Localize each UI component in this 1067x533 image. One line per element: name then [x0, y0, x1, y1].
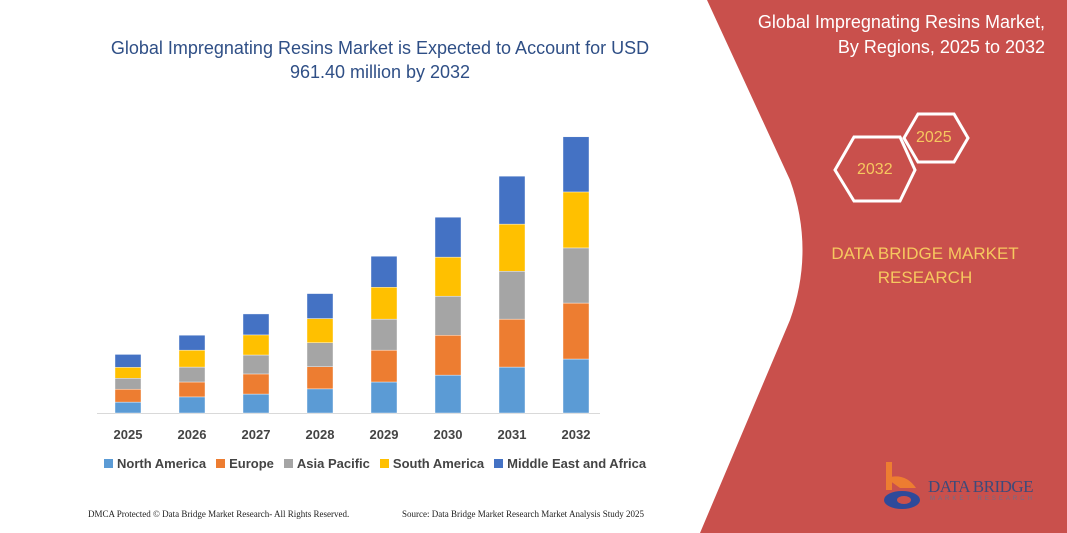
legend-item: South America — [379, 456, 485, 471]
bar-2032-middle-east-and-africa — [562, 136, 590, 193]
hex-2025 — [902, 112, 970, 164]
logo-subtext: MARKET RESEARCH — [930, 496, 1035, 502]
stacked-bar-chart: 2025 2026 2027 2028 2029 2030 2031 2032 — [97, 136, 600, 442]
bar-2026-south-america — [178, 349, 206, 368]
legend-swatch — [216, 459, 226, 468]
bar-2025-middle-east-and-africa — [114, 354, 142, 368]
logo-text: DATA BRIDGE — [928, 477, 1034, 496]
bar-2028-south-america — [306, 318, 334, 343]
x-tick-label: 2028 — [306, 427, 335, 442]
legend-item: North America — [104, 456, 206, 471]
bar-2032-europe — [562, 302, 590, 360]
bar-2030-north-america — [434, 374, 462, 414]
bar-2028-asia-pacific — [306, 342, 334, 367]
bar-2026-europe — [178, 381, 206, 398]
bar-2028-europe — [306, 366, 334, 390]
bar-2031-north-america — [498, 366, 526, 414]
brand-line2: RESEARCH — [877, 268, 973, 287]
hex-label-2032: 2032 — [857, 161, 893, 178]
legend-label: North America — [117, 456, 207, 471]
bar-2030-europe — [434, 335, 462, 376]
hex-label-2025: 2025 — [916, 129, 952, 146]
legend-item: Europe — [216, 456, 274, 471]
x-tick-label: 2031 — [498, 427, 527, 442]
bar-2029-north-america — [370, 381, 398, 414]
legend-label: South America — [392, 456, 485, 471]
bar-2031-south-america — [498, 223, 526, 272]
legend-swatch — [379, 459, 389, 468]
bar-2032-south-america — [562, 191, 590, 249]
brand-line1: DATA BRIDGE MARKET — [831, 244, 1019, 263]
bar-2026-middle-east-and-africa — [178, 335, 206, 351]
bar-2026-asia-pacific — [178, 366, 206, 383]
x-tick-label: 2030 — [434, 427, 463, 442]
logo-icon — [884, 462, 920, 509]
bar-2029-south-america — [370, 287, 398, 320]
bar-2032-north-america — [562, 358, 590, 414]
x-tick-label: 2027 — [242, 427, 271, 442]
bar-2025-south-america — [114, 367, 142, 379]
legend-item: Middle East and Africa — [494, 456, 646, 471]
panel-title-line1: Global Impregnating Resins Market, — [757, 12, 1045, 32]
bar-2029-asia-pacific — [370, 318, 398, 351]
panel-title: Global Impregnating Resins Market, By Re… — [715, 10, 1045, 60]
bar-2027-asia-pacific — [242, 354, 270, 375]
x-tick-label: 2025 — [114, 427, 143, 442]
bar-2030-south-america — [434, 256, 462, 297]
legend-label: Europe — [229, 456, 274, 471]
side-panel — [700, 0, 1067, 533]
bar-2026-north-america — [178, 396, 206, 414]
footer-source: Source: Data Bridge Market Research Mark… — [402, 509, 644, 519]
legend-label: Asia Pacific — [296, 456, 370, 471]
bar-2025-europe — [114, 388, 142, 403]
chart-title: Global Impregnating Resins Market is Exp… — [110, 38, 650, 82]
x-tick-label: 2026 — [178, 427, 207, 442]
bar-2031-asia-pacific — [498, 270, 526, 320]
footer-copyright: DMCA Protected © Data Bridge Market Rese… — [88, 509, 350, 519]
bar-2027-north-america — [242, 393, 270, 414]
bar-2031-middle-east-and-africa — [498, 175, 526, 225]
bar-2031-europe — [498, 318, 526, 368]
chart-legend: North America Europe Asia Pacific South Ame… — [104, 456, 646, 471]
bar-2029-middle-east-and-africa — [370, 256, 398, 288]
bar-2028-north-america — [306, 388, 334, 414]
bar-2027-europe — [242, 373, 270, 395]
bar-2027-south-america — [242, 334, 270, 356]
bar-2030-middle-east-and-africa — [434, 217, 462, 258]
bar-2028-middle-east-and-africa — [306, 293, 334, 319]
bar-2032-asia-pacific — [562, 247, 590, 304]
panel-title-line2: By Regions, 2025 to 2032 — [837, 37, 1045, 57]
bar-2027-middle-east-and-africa — [242, 313, 270, 336]
legend-label: Middle East and Africa — [507, 456, 647, 471]
brand-text: DATA BRIDGE MARKET RESEARCH — [805, 242, 1045, 290]
legend-swatch — [104, 459, 113, 468]
bar-2025-north-america — [114, 401, 142, 414]
legend-swatch — [494, 459, 504, 468]
x-tick-label: 2029 — [370, 427, 399, 442]
bar-2030-asia-pacific — [434, 295, 462, 336]
legend-item: Asia Pacific — [283, 456, 370, 471]
x-tick-label: 2032 — [562, 427, 591, 442]
hex-2032 — [833, 135, 917, 203]
bar-2029-europe — [370, 349, 398, 383]
legend-swatch — [283, 459, 293, 468]
bar-2025-asia-pacific — [114, 378, 142, 390]
